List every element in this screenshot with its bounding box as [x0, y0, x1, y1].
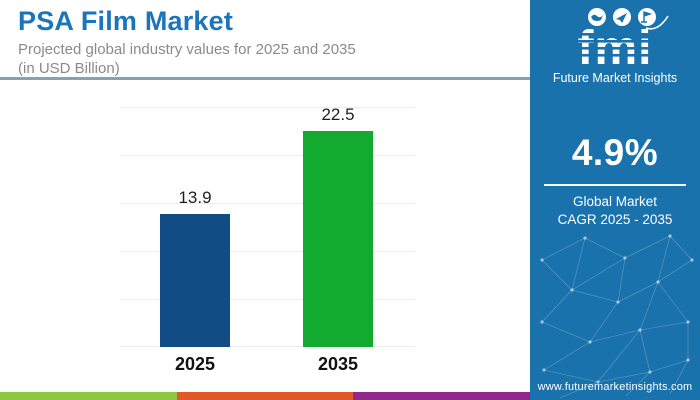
logo-icon-circles: [588, 8, 656, 26]
x-axis-label-2035: 2035: [317, 354, 359, 374]
cagr-divider: [544, 184, 686, 186]
subtitle-line-1: Projected global industry values for 202…: [18, 41, 356, 58]
header-divider: [0, 77, 530, 80]
globe-icon: [591, 14, 603, 21]
cagr-label-line-2: CAGR 2025 - 2035: [557, 212, 673, 227]
website-link[interactable]: www.futuremarketinsights.com: [537, 381, 693, 393]
gridline-25: [120, 107, 415, 108]
footer-color-strip: [0, 392, 531, 400]
gridline-15: [120, 203, 415, 204]
sidebar: fmi Future Market I: [530, 0, 700, 400]
bar-chart: 13.9 22.5 2025 2035: [120, 105, 415, 374]
gridline-10: [120, 251, 415, 252]
bar-value-2035: 22.5: [321, 105, 355, 124]
strip-green: [0, 392, 177, 400]
logo-swoosh: [645, 15, 669, 30]
strip-orange: [176, 392, 354, 400]
bar-group-2025: 13.9: [160, 188, 230, 347]
cagr-label-line-1: Global Market: [572, 194, 658, 209]
cagr-value: 4.9%: [571, 132, 659, 173]
bar-2025: [160, 214, 230, 347]
chart-panel: PSA Film Market Projected global industr…: [0, 6, 531, 400]
flag-icon: [641, 11, 653, 23]
gridline-20: [120, 155, 415, 156]
cagr-label: Global Market CAGR 2025 - 2035: [530, 193, 700, 229]
page-subtitle: Projected global industry values for 202…: [18, 40, 356, 78]
baseline: [120, 346, 415, 347]
page-title: PSA Film Market: [18, 6, 234, 36]
x-axis-label-2025: 2025: [174, 354, 216, 374]
strip-purple: [353, 392, 531, 400]
paper-plane-icon: [616, 13, 627, 23]
subtitle-line-2: (in USD Billion): [18, 60, 120, 77]
gridline-5: [120, 299, 415, 300]
bar-value-2025: 13.9: [178, 188, 212, 207]
network-pattern-decoration: [540, 234, 694, 399]
bar-group-2035: 22.5: [303, 105, 373, 347]
bar-2035: [303, 131, 373, 347]
logo-tagline: Future Market Insights: [553, 71, 677, 85]
fmi-logo-graphic: fmi Future Market I: [553, 8, 677, 85]
fmi-logo: fmi Future Market I: [550, 6, 680, 90]
